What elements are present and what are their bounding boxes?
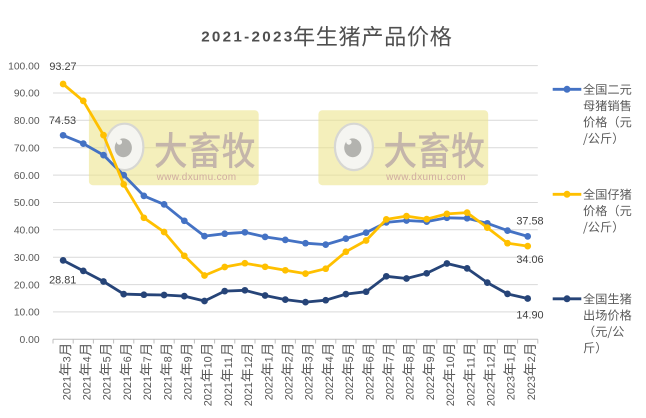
svg-text:3: 3 [304, 356, 316, 362]
svg-text:74.53: 74.53 [49, 115, 76, 127]
svg-text:2022: 2022 [364, 376, 376, 400]
svg-text:2022: 2022 [385, 376, 397, 400]
svg-text:80.00: 80.00 [14, 116, 40, 127]
svg-text:2021: 2021 [82, 376, 94, 400]
svg-text:5: 5 [102, 356, 114, 362]
svg-text:10: 10 [203, 356, 215, 368]
svg-text:2022: 2022 [344, 376, 356, 400]
svg-text:2022: 2022 [263, 376, 275, 400]
svg-text:2022: 2022 [304, 376, 316, 400]
svg-text:2021: 2021 [122, 376, 134, 400]
svg-text:7: 7 [142, 356, 154, 362]
svg-text:4: 4 [82, 356, 94, 362]
svg-text:2022: 2022 [465, 382, 477, 406]
svg-text:2: 2 [526, 356, 538, 362]
svg-text:90.00: 90.00 [14, 89, 40, 100]
svg-text:0.00: 0.00 [20, 335, 40, 346]
svg-text:60.00: 60.00 [14, 171, 40, 182]
svg-text:8: 8 [405, 356, 417, 362]
svg-text:2021: 2021 [162, 376, 174, 400]
svg-text:12: 12 [486, 356, 498, 368]
svg-text:www.dxumu.com: www.dxumu.com [385, 172, 466, 183]
svg-text:11: 11 [223, 357, 235, 368]
svg-text:2023: 2023 [526, 376, 538, 400]
svg-text:2021-2023: 2021-2023 [201, 29, 294, 46]
svg-text:2021: 2021 [142, 376, 154, 400]
svg-text:2023: 2023 [506, 376, 518, 400]
svg-text:6: 6 [122, 356, 134, 362]
svg-text:70.00: 70.00 [14, 143, 40, 154]
svg-text:2021: 2021 [203, 382, 215, 406]
svg-text:1: 1 [506, 356, 518, 362]
svg-text:2022: 2022 [405, 376, 417, 400]
svg-text:9: 9 [425, 356, 437, 362]
svg-text:100.00: 100.00 [8, 61, 40, 72]
svg-text:2021: 2021 [223, 382, 235, 406]
svg-text:7: 7 [385, 356, 397, 362]
svg-text:50.00: 50.00 [14, 198, 40, 209]
svg-text:2021: 2021 [102, 376, 114, 400]
svg-text:28.81: 28.81 [49, 275, 76, 287]
svg-text:37.58: 37.58 [516, 216, 543, 228]
svg-text:14.90: 14.90 [516, 309, 543, 321]
svg-text:10: 10 [445, 356, 457, 368]
svg-text:9: 9 [183, 356, 195, 362]
svg-text:10.00: 10.00 [14, 308, 40, 319]
svg-text:2021: 2021 [243, 382, 255, 406]
svg-text:2: 2 [284, 356, 296, 362]
svg-text:www.dxumu.com: www.dxumu.com [156, 172, 237, 183]
svg-text:2022: 2022 [486, 382, 498, 406]
svg-text:12: 12 [243, 356, 255, 368]
svg-text:20.00: 20.00 [14, 280, 40, 291]
svg-text:5: 5 [344, 356, 356, 362]
svg-text:34.06: 34.06 [516, 254, 543, 266]
svg-text:3: 3 [61, 356, 73, 362]
svg-text:30.00: 30.00 [14, 253, 40, 264]
svg-text:2021: 2021 [61, 376, 73, 400]
svg-text:93.27: 93.27 [49, 61, 76, 73]
svg-text:2022: 2022 [284, 376, 296, 400]
svg-text:2022: 2022 [425, 376, 437, 400]
svg-text:2022: 2022 [324, 376, 336, 400]
svg-text:8: 8 [162, 356, 174, 362]
svg-text:2022: 2022 [445, 382, 457, 406]
svg-text:11: 11 [465, 357, 477, 368]
svg-text:4: 4 [324, 356, 336, 362]
svg-text:6: 6 [364, 356, 376, 362]
svg-text:40.00: 40.00 [14, 226, 40, 237]
svg-text:2021: 2021 [183, 376, 195, 400]
svg-text:1: 1 [263, 356, 275, 362]
